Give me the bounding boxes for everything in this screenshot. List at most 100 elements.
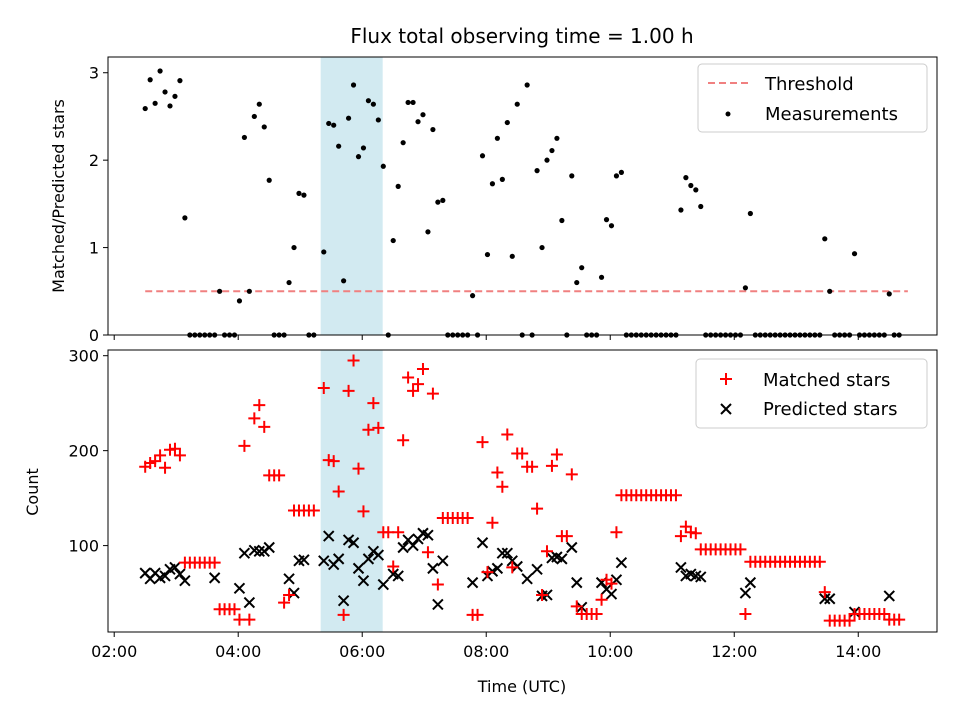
measurement-point (355, 154, 362, 160)
measurement-point (162, 89, 168, 95)
matched-star-point (407, 384, 420, 397)
measurement-point (822, 236, 828, 242)
top-panel: 0 1 2 3 Matched/Predicted stars Threshold M… (49, 56, 938, 345)
measurement-point (395, 183, 401, 189)
x-tick-label: 12:00 (711, 642, 757, 661)
measurement-point (499, 176, 505, 182)
bottom-y-axis-label: Count (23, 468, 42, 516)
predicted-star-point (521, 573, 533, 585)
matched-star-point (605, 577, 618, 590)
bottom-y-ticks: 100 200 300 (68, 347, 108, 556)
matched-star-point (357, 505, 370, 518)
predicted-star-point (675, 561, 687, 574)
measurement-point (147, 77, 153, 83)
top-y-ticks: 0 1 2 3 (89, 64, 108, 345)
matched-star-point (526, 460, 539, 473)
measurement-point (350, 82, 357, 88)
matched-star-point (337, 608, 350, 621)
measurement-point (554, 135, 560, 141)
matched-star-point (689, 527, 702, 540)
matched-star-point (540, 545, 553, 558)
predicted-star-point (432, 598, 444, 611)
matched-star-point (818, 586, 831, 599)
predicted-star-point (605, 588, 618, 600)
top-legend: Threshold Measurements (697, 63, 928, 133)
measurement-point (336, 143, 342, 149)
matched-star-point (397, 434, 410, 447)
top-y-axis-label: Matched/Predicted stars (49, 99, 68, 293)
matched-star-point (372, 421, 385, 434)
measurement-point (177, 78, 183, 84)
matched-star-point (560, 530, 573, 543)
predicted-star-point (466, 576, 479, 589)
measurement-point (256, 101, 262, 107)
measurement-point (236, 298, 243, 304)
top-axes-frame (107, 56, 938, 336)
predicted-star-point (556, 553, 568, 565)
matched-star-point (565, 468, 578, 481)
bottom-legend-box (695, 358, 928, 429)
measurement-point (549, 147, 555, 154)
y-tick-label: 1 (89, 239, 99, 258)
y-tick-label: 2 (89, 151, 99, 170)
predicted-star-point (337, 594, 350, 607)
measurement-point (430, 126, 436, 133)
measurement-point (469, 293, 476, 299)
measurement-point (142, 105, 148, 112)
predicted-star-point (253, 545, 265, 558)
x-tick-label: 06:00 (339, 642, 385, 661)
matched-star-point (431, 578, 444, 591)
y-tick-label: 0 (89, 326, 99, 345)
measurement-point (370, 101, 376, 107)
matched-star-point (545, 459, 558, 472)
matched-star-point (154, 449, 167, 462)
highlight-span-rect (320, 350, 383, 632)
legend-predicted-swatch (720, 403, 732, 415)
predicted-star-point (352, 562, 365, 575)
measurement-point (326, 120, 332, 127)
measurement-point (420, 112, 426, 118)
matched-star-point (238, 439, 251, 452)
measurement-point (296, 190, 302, 196)
matched-star-point (402, 371, 415, 384)
matched-star-point (278, 596, 291, 609)
matched-star-point (531, 502, 544, 515)
bottom-axes-frame (107, 349, 938, 633)
matched-star-point (506, 561, 519, 574)
measurement-point (425, 229, 431, 235)
measurement-point (688, 182, 694, 189)
matched-star-point (168, 442, 181, 455)
measurement-point (683, 175, 689, 181)
measurement-point (400, 140, 406, 146)
predicted-star-point (159, 570, 171, 582)
measurement-point (678, 207, 684, 213)
measurement-point (509, 253, 515, 259)
predicted-star-point (695, 571, 707, 583)
matched-star-point (486, 516, 499, 529)
predicted-star-point (531, 563, 543, 576)
measurement-point (157, 68, 163, 74)
predicted-star-point (169, 561, 181, 574)
matched-star-point (813, 555, 826, 568)
matched-star-point (501, 428, 514, 441)
matched-star-point (253, 399, 266, 412)
matched-star-point (367, 397, 380, 410)
matched-star-point (550, 448, 563, 461)
matched-star-point (412, 378, 425, 391)
measurement-point (494, 135, 500, 141)
top-x-ticks (113, 335, 859, 340)
predicted-star-point (283, 573, 295, 585)
predicted-star-point (179, 575, 191, 587)
matched-star-point (610, 526, 623, 539)
matched-star-point (332, 485, 345, 498)
matched-star-point (228, 603, 241, 616)
highlight-span-rect (320, 57, 383, 335)
measurement-point (301, 192, 307, 198)
matched-star-point (669, 489, 682, 502)
predicted-star-point (422, 529, 434, 541)
matched-star-point (243, 613, 256, 626)
matched-star-point (570, 600, 583, 613)
predicted-star-point (501, 547, 514, 559)
measurement-point (365, 98, 372, 104)
measurement-point (851, 251, 858, 257)
